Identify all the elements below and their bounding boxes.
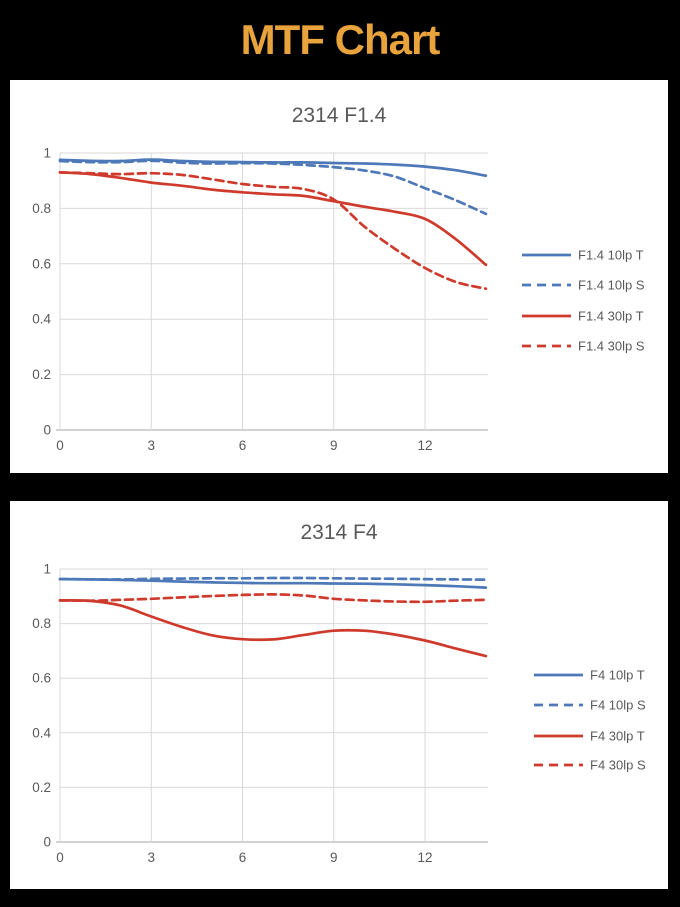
legend-label: F1.4 30lp S xyxy=(578,339,645,354)
series-line-f4-30lp-s xyxy=(58,593,488,604)
chart-title: 2314 F1.4 xyxy=(292,104,387,127)
legend-item: F1.4 30lp S xyxy=(522,339,645,354)
y-tick-label: 0 xyxy=(43,423,51,438)
chart-panel-f4: 1 0.8 0.6 0.4 0.2 0 0 3 6 9 12 2314 F4 F4 10lp T F4 1… xyxy=(10,501,668,889)
legend-label: F4 10lp S xyxy=(590,698,646,713)
y-tick-label: 1 xyxy=(43,146,51,161)
y-tick-label: 0.4 xyxy=(32,312,51,327)
series-line-f1-4-30lp-s xyxy=(58,171,488,291)
legend-label: F1.4 30lp T xyxy=(578,309,644,324)
y-tick-label: 0 xyxy=(43,835,51,850)
legend-item: F4 30lp S xyxy=(534,758,646,773)
legend-label: F1.4 10lp T xyxy=(578,248,644,263)
legend-label: F1.4 10lp S xyxy=(578,278,645,293)
chart-title: 2314 F4 xyxy=(300,521,377,544)
y-tick-label: 0.4 xyxy=(32,725,51,740)
y-tick-label: 0.8 xyxy=(32,616,51,631)
x-tick-label: 3 xyxy=(148,438,156,453)
series-line-f4-30lp-t xyxy=(58,599,488,658)
y-tick-label: 0.2 xyxy=(32,367,51,382)
x-tick-label: 12 xyxy=(418,438,433,453)
legend-label: F4 30lp T xyxy=(590,729,645,744)
legend-label: F4 30lp S xyxy=(590,758,646,773)
y-tick-label: 0.6 xyxy=(32,671,51,686)
legend-item: F1.4 10lp T xyxy=(522,248,644,263)
series-line-f1-4-10lp-t xyxy=(58,158,488,178)
mtf-chart-f1-4: 1 0.8 0.6 0.4 0.2 00 3 6 9 12 2314 F1.4 F1.4 10lp T… xyxy=(32,104,645,453)
series-line-f1-4-30lp-t xyxy=(58,171,488,267)
x-tick-label: 9 xyxy=(330,850,338,865)
x-tick-label: 3 xyxy=(148,850,156,865)
series-line-f4-10lp-t xyxy=(58,577,488,589)
chart-panel-f1-4: 1 0.8 0.6 0.4 0.2 0 0 3 6 9 12 2314 F1.4 F1.4 10lp T… xyxy=(10,80,668,473)
x-tick-label: 12 xyxy=(418,850,433,865)
x-tick-label: 6 xyxy=(239,438,247,453)
y-tick-label: 0.6 xyxy=(32,256,51,271)
x-tick-label: 0 xyxy=(56,850,64,865)
y-tick-label: 0.8 xyxy=(32,201,51,216)
y-tick-label: 1 xyxy=(43,562,51,577)
legend-item: F1.4 10lp S xyxy=(522,278,645,293)
legend-item: F4 30lp T xyxy=(534,729,645,744)
legend-item: F4 10lp T xyxy=(534,668,645,683)
legend-label: F4 10lp T xyxy=(590,668,645,683)
x-tick-label: 0 xyxy=(56,438,64,453)
mtf-chart-f4: 1 0.8 0.6 0.4 0.2 00 3 6 9 12 2314 F4 F4 10lp T F4 1… xyxy=(32,521,646,865)
page-title: MTF Chart xyxy=(240,16,441,63)
legend-item: F1.4 30lp T xyxy=(522,309,644,324)
legend-item: F4 10lp S xyxy=(534,698,646,713)
x-tick-label: 6 xyxy=(239,850,247,865)
y-tick-label: 0.2 xyxy=(32,780,51,795)
x-tick-label: 9 xyxy=(330,438,338,453)
